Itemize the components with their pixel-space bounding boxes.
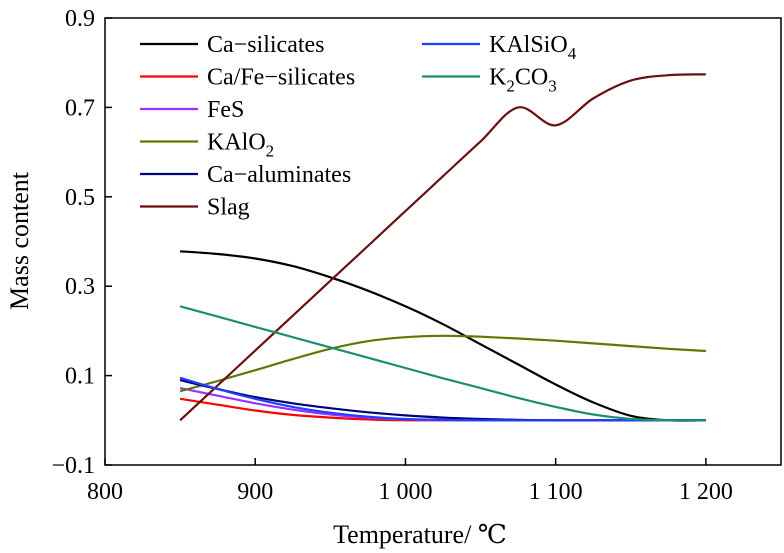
legend-label: Ca/Fe−silicates bbox=[207, 65, 355, 91]
plot-frame bbox=[104, 17, 782, 466]
x-tick-label: 1 000 bbox=[378, 479, 432, 505]
series-line bbox=[179, 334, 706, 393]
series-line bbox=[179, 73, 706, 422]
x-tick-label: 900 bbox=[237, 479, 273, 505]
series-line bbox=[179, 305, 706, 422]
x-axis-title: Temperature/ ℃ bbox=[333, 520, 507, 549]
x-tick-label: 800 bbox=[87, 479, 123, 505]
y-tick-label: 0.9 bbox=[65, 6, 95, 32]
x-tick-label: 1 200 bbox=[679, 479, 733, 505]
series-line bbox=[180, 250, 706, 422]
y-axis-title: Mass content bbox=[5, 171, 34, 310]
legend-label: Ca−silicates bbox=[207, 32, 325, 58]
y-tick-label: 0.1 bbox=[65, 364, 95, 390]
axis-ticks: 800 900 1 000 1 100 1 200 −0.1 0.1 0.3 0.5 0.7 0.9 bbox=[51, 6, 732, 505]
y-tick-label: 0.3 bbox=[65, 274, 95, 300]
legend-label: K2CO3 bbox=[489, 65, 557, 96]
series-lines bbox=[179, 73, 706, 422]
legend-label: FeS bbox=[207, 97, 244, 123]
legend-label: Ca−aluminates bbox=[207, 162, 351, 188]
series-line bbox=[179, 376, 706, 422]
legend-label: KAlSiO4 bbox=[489, 32, 577, 63]
legend-label: KAlO2 bbox=[207, 130, 274, 161]
y-tick-label: 0.5 bbox=[65, 185, 95, 211]
y-tick-label: −0.1 bbox=[51, 453, 95, 479]
x-tick-label: 1 100 bbox=[529, 479, 583, 505]
legend: Ca−silicates Ca/Fe−silicates FeS KAlO2Ca−al… bbox=[140, 32, 577, 221]
y-tick-label: 0.7 bbox=[65, 95, 95, 121]
legend-label: Slag bbox=[207, 195, 250, 221]
